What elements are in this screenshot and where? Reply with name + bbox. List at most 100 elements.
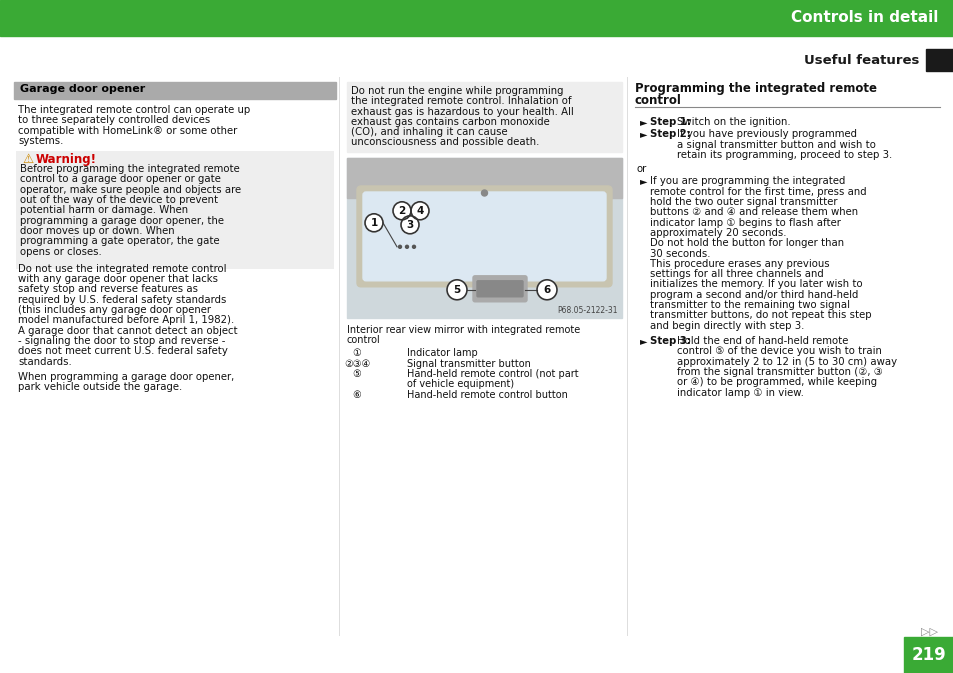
Text: (this includes any garage door opener: (this includes any garage door opener	[18, 305, 211, 315]
Text: settings for all three channels and: settings for all three channels and	[649, 269, 822, 279]
Text: Before programming the integrated remote: Before programming the integrated remote	[20, 164, 239, 174]
Text: remote control for the first time, press and: remote control for the first time, press…	[649, 187, 865, 197]
Text: Hold the end of hand-held remote: Hold the end of hand-held remote	[677, 336, 847, 346]
Text: Warning!: Warning!	[36, 153, 97, 166]
FancyBboxPatch shape	[363, 192, 605, 281]
Text: standards.: standards.	[18, 357, 71, 367]
Text: compatible with HomeLink® or some other: compatible with HomeLink® or some other	[18, 126, 237, 135]
Circle shape	[393, 202, 411, 220]
Text: retain its programming, proceed to step 3.: retain its programming, proceed to step …	[677, 150, 891, 160]
Text: Programming the integrated remote: Programming the integrated remote	[635, 82, 876, 95]
Text: P68.05-2122-31: P68.05-2122-31	[557, 306, 618, 315]
Bar	[925, 49, 953, 71]
Text: approximately 20 seconds.: approximately 20 seconds.	[649, 228, 785, 238]
Text: control to a garage door opener or gate: control to a garage door opener or gate	[20, 174, 221, 184]
Text: Do not hold the button for longer than: Do not hold the button for longer than	[649, 238, 843, 248]
Circle shape	[412, 245, 416, 248]
Text: and begin directly with step 3.: and begin directly with step 3.	[649, 321, 803, 330]
FancyBboxPatch shape	[356, 186, 612, 287]
Bar	[16, 151, 334, 269]
Text: ►: ►	[639, 129, 647, 139]
Text: If you have previously programmed: If you have previously programmed	[677, 129, 856, 139]
Circle shape	[447, 280, 467, 299]
Text: Do not use the integrated remote control: Do not use the integrated remote control	[18, 264, 226, 274]
Text: indicator lamp ① begins to flash after: indicator lamp ① begins to flash after	[649, 217, 840, 227]
Text: ⚠: ⚠	[22, 153, 33, 166]
Text: control: control	[347, 335, 380, 345]
Text: indicator lamp ① in view.: indicator lamp ① in view.	[677, 388, 803, 398]
Bar	[347, 157, 621, 198]
Text: 5: 5	[453, 285, 460, 295]
Text: the integrated remote control. Inhalation of: the integrated remote control. Inhalatio…	[351, 96, 571, 106]
Text: 3: 3	[406, 220, 414, 229]
Text: - signaling the door to stop and reverse -: - signaling the door to stop and reverse…	[18, 336, 225, 346]
Text: transmitter buttons, do not repeat this step: transmitter buttons, do not repeat this …	[649, 310, 871, 320]
Text: Switch on the ignition.: Switch on the ignition.	[677, 117, 790, 127]
Bar	[347, 82, 621, 152]
Text: Step 1:: Step 1:	[649, 117, 690, 127]
Circle shape	[405, 245, 408, 248]
Text: buttons ② and ④ and release them when: buttons ② and ④ and release them when	[649, 207, 858, 217]
Text: 2: 2	[398, 206, 405, 216]
Text: If you are programming the integrated: If you are programming the integrated	[649, 176, 844, 186]
Text: hold the two outer signal transmitter: hold the two outer signal transmitter	[649, 197, 837, 207]
Text: programming a gate operator, the gate: programming a gate operator, the gate	[20, 236, 219, 246]
Text: programming a garage door opener, the: programming a garage door opener, the	[20, 216, 224, 225]
Text: door moves up or down. When: door moves up or down. When	[20, 226, 174, 236]
Text: ⑥: ⑥	[353, 390, 361, 400]
Circle shape	[365, 214, 382, 232]
Text: ►: ►	[639, 336, 647, 346]
Text: Useful features: Useful features	[802, 53, 918, 67]
Text: or: or	[637, 164, 646, 174]
Text: program a second and/or third hand-held: program a second and/or third hand-held	[649, 290, 858, 299]
Text: 1: 1	[370, 218, 377, 227]
Text: (CO), and inhaling it can cause: (CO), and inhaling it can cause	[351, 127, 507, 137]
Bar	[14, 82, 335, 99]
Circle shape	[537, 280, 557, 299]
Text: Hand-held remote control (not part: Hand-held remote control (not part	[407, 369, 578, 379]
Text: control: control	[635, 94, 681, 107]
Text: ⑤: ⑤	[353, 369, 361, 379]
Text: When programming a garage door opener,: When programming a garage door opener,	[18, 372, 234, 382]
Text: control ⑤ of the device you wish to train: control ⑤ of the device you wish to trai…	[677, 347, 881, 356]
Circle shape	[398, 245, 401, 248]
Text: to three separately controlled devices: to three separately controlled devices	[18, 115, 210, 125]
Text: required by U.S. federal safety standards: required by U.S. federal safety standard…	[18, 295, 226, 305]
Text: 219: 219	[911, 646, 945, 664]
Text: exhaust gas is hazardous to your health. All: exhaust gas is hazardous to your health.…	[351, 106, 573, 116]
Text: Step 3:: Step 3:	[649, 336, 690, 346]
Text: Do not run the engine while programming: Do not run the engine while programming	[351, 86, 563, 96]
Text: Controls in detail: Controls in detail	[790, 11, 937, 26]
Text: initializes the memory. If you later wish to: initializes the memory. If you later wis…	[649, 279, 862, 289]
Bar	[347, 157, 621, 318]
Circle shape	[411, 202, 429, 220]
Text: approximately 2 to 12 in (5 to 30 cm) away: approximately 2 to 12 in (5 to 30 cm) aw…	[677, 357, 896, 367]
Text: Garage door opener: Garage door opener	[20, 84, 145, 94]
Text: ►: ►	[639, 117, 647, 127]
Text: ②③④: ②③④	[343, 359, 370, 369]
Text: The integrated remote control can operate up: The integrated remote control can operat…	[18, 105, 250, 115]
Text: park vehicle outside the garage.: park vehicle outside the garage.	[18, 382, 182, 392]
Text: model manufactured before April 1, 1982).: model manufactured before April 1, 1982)…	[18, 316, 234, 326]
FancyBboxPatch shape	[476, 281, 522, 297]
Text: ▷▷: ▷▷	[920, 627, 937, 637]
Text: 6: 6	[543, 285, 550, 295]
Text: 30 seconds.: 30 seconds.	[649, 248, 710, 258]
Text: Hand-held remote control button: Hand-held remote control button	[407, 390, 567, 400]
Text: A garage door that cannot detect an object: A garage door that cannot detect an obje…	[18, 326, 237, 336]
Text: Step 2:: Step 2:	[649, 129, 690, 139]
Text: Indicator lamp: Indicator lamp	[407, 349, 477, 359]
Text: does not meet current U.S. federal safety: does not meet current U.S. federal safet…	[18, 347, 228, 356]
Text: 4: 4	[416, 206, 423, 216]
Text: Signal transmitter button: Signal transmitter button	[407, 359, 530, 369]
Text: potential harm or damage. When: potential harm or damage. When	[20, 205, 188, 215]
Text: safety stop and reverse features as: safety stop and reverse features as	[18, 285, 198, 295]
Text: or ④) to be programmed, while keeping: or ④) to be programmed, while keeping	[677, 377, 876, 387]
Text: unconsciousness and possible death.: unconsciousness and possible death.	[351, 137, 538, 147]
Circle shape	[400, 216, 418, 234]
Text: transmitter to the remaining two signal: transmitter to the remaining two signal	[649, 300, 849, 310]
Text: a signal transmitter button and wish to: a signal transmitter button and wish to	[677, 139, 875, 149]
Text: operator, make sure people and objects are: operator, make sure people and objects a…	[20, 185, 241, 194]
Bar	[0, 0, 953, 36]
Circle shape	[481, 190, 487, 196]
